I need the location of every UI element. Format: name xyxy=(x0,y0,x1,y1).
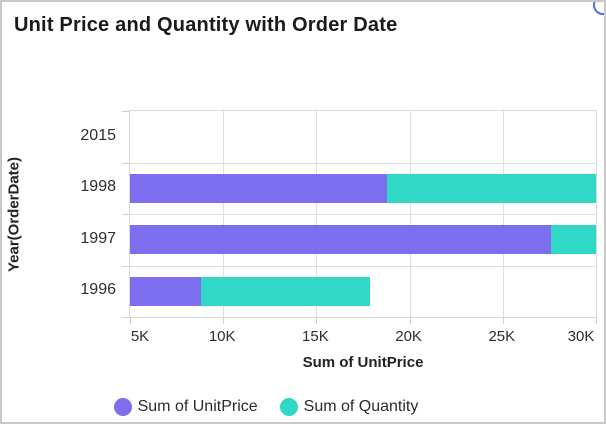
legend: Sum of UnitPrice Sum of Quantity xyxy=(2,394,530,420)
y-axis-category-label: 2015 xyxy=(80,126,116,144)
legend-label: Sum of Quantity xyxy=(303,398,419,415)
y-axis-category-label: 1997 xyxy=(80,229,116,247)
legend-item-sum-of-unitprice[interactable]: Sum of UnitPrice xyxy=(113,398,258,416)
x-axis-tick-label: 30K xyxy=(567,328,595,345)
x-axis-tick-label: 15K xyxy=(302,328,329,345)
y-axis-category-label: 1998 xyxy=(80,178,116,196)
x-axis-tick xyxy=(409,317,411,324)
x-axis-tick-label: 10K xyxy=(208,328,236,345)
legend-marker-icon xyxy=(279,398,298,416)
x-axis-tick xyxy=(223,317,225,324)
y-axis-tick xyxy=(122,317,130,318)
gridline-horizontal xyxy=(130,214,596,215)
y-axis-category-label: 1996 xyxy=(80,281,116,299)
bar-segment[interactable] xyxy=(551,225,596,255)
bar-segment[interactable] xyxy=(200,276,371,306)
x-axis-tick xyxy=(502,317,504,324)
x-axis-tick-label: 25K xyxy=(488,328,516,345)
clipped-circle-badge-icon xyxy=(593,2,604,15)
y-axis-tick xyxy=(122,162,130,164)
gridline-horizontal xyxy=(130,162,596,164)
x-axis-tick-label: 20K xyxy=(395,328,422,345)
x-axis-title: Sum of UnitPrice xyxy=(302,354,424,371)
x-axis-tick xyxy=(596,317,597,324)
y-axis-title: Year(OrderDate) xyxy=(5,156,23,273)
bar-segment[interactable] xyxy=(387,173,596,203)
x-axis-tick xyxy=(316,317,318,324)
gridline-horizontal xyxy=(130,265,596,267)
chart-title: Unit Price and Quantity with Order Date xyxy=(14,14,398,36)
bar-segment[interactable] xyxy=(130,225,552,255)
y-axis-tick xyxy=(122,214,130,215)
legend-item-sum-of-quantity[interactable]: Sum of Quantity xyxy=(279,398,419,416)
y-axis-tick xyxy=(122,265,130,267)
plot-area xyxy=(122,110,597,324)
bar-segment[interactable] xyxy=(130,173,388,203)
y-axis-tick xyxy=(122,111,130,112)
legend-label: Sum of UnitPrice xyxy=(137,398,258,415)
x-axis-tick xyxy=(130,317,131,324)
bar-segment[interactable] xyxy=(130,276,201,306)
legend-marker-icon xyxy=(113,398,132,416)
x-axis-tick-label: 5K xyxy=(130,328,150,345)
